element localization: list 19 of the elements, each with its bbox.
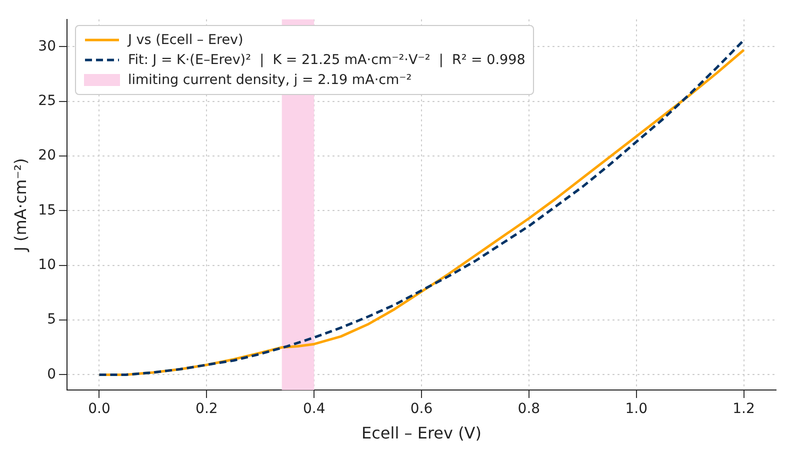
y-tick-label: 10 xyxy=(38,257,56,274)
y-tick-label: 30 xyxy=(38,38,56,54)
y-tick-label: 15 xyxy=(38,202,56,218)
y-tick-label: 5 xyxy=(47,312,56,328)
legend-label: Fit: J = K·(E–Erev)² | K = 21.25 mA·cm⁻²·V⁻² | R² = 0.998 xyxy=(128,51,526,70)
x-axis-title: Ecell – Erev (V) xyxy=(362,424,482,443)
y-axis-title: J (mA·cm⁻²) xyxy=(10,158,30,252)
x-tick-label: 0.2 xyxy=(196,401,218,418)
y-tick-label: 25 xyxy=(38,93,56,110)
legend-label: J vs (Ecell – Erev) xyxy=(128,31,244,50)
x-tick-label: 1.2 xyxy=(732,401,755,418)
x-tick-label: 1.0 xyxy=(625,401,648,418)
x-tick-label: 0.6 xyxy=(410,401,433,418)
y-tick-label: 20 xyxy=(38,148,56,164)
x-tick-label: 0.4 xyxy=(302,401,326,418)
y-tick-label: 0 xyxy=(47,366,56,382)
x-tick-label: 0.8 xyxy=(518,401,540,418)
band-label: limiting current density, j = 2.19 mA·cm⁻² xyxy=(128,71,412,90)
x-tick-label: 0.0 xyxy=(88,401,110,418)
